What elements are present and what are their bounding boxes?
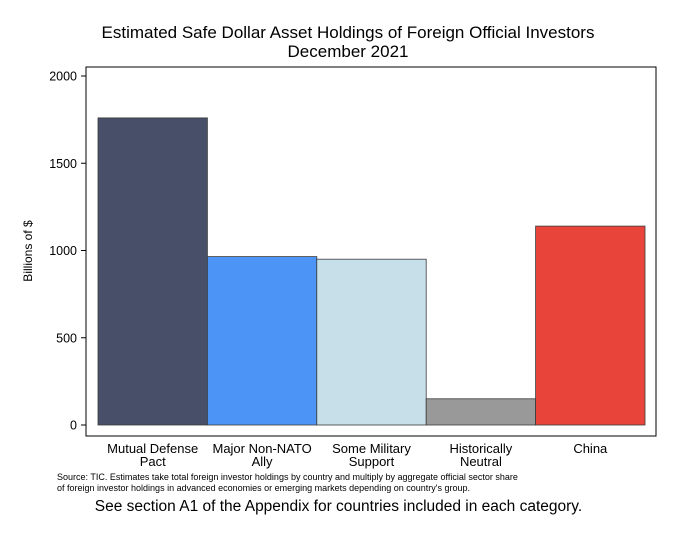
chart-title-line-2: December 2021 [288, 42, 409, 61]
source-note-line-2: of foreign investor holdings in advanced… [57, 483, 470, 493]
x-category-label-line: Some Military [332, 441, 411, 456]
y-tick-label-4: 2000 [49, 70, 77, 84]
x-category-label-line: Major Non-NATO [212, 441, 311, 456]
y-tick-label-2: 1000 [49, 244, 77, 258]
x-category-label-line: Support [349, 454, 395, 469]
y-axis-label: Billions of $ [21, 220, 35, 282]
x-category-label-0: Mutual Defense Pact [107, 441, 198, 469]
source-note-line-1: Source: TIC. Estimates take total foreig… [57, 472, 518, 482]
x-category-label-4: China [573, 441, 608, 456]
bar-3 [425, 398, 537, 426]
x-category-label-line: Historically [449, 441, 512, 456]
x-category-label-line: Pact [140, 454, 166, 469]
y-tick-label-3: 1500 [49, 157, 77, 171]
y-tick-label-1: 500 [56, 331, 77, 345]
x-category-label-3: Historically Neutral [449, 441, 512, 469]
bar-4 [535, 225, 646, 426]
x-category-label-2: Some Military Support [332, 441, 411, 469]
x-category-label-line: Neutral [460, 454, 502, 469]
y-axis: 0 500 1000 1500 2000 [49, 70, 86, 433]
x-category-label-line: China [573, 441, 608, 456]
x-category-label-line: Ally [252, 454, 273, 469]
appendix-note: See section A1 of the Appendix for count… [94, 498, 583, 515]
x-category-label-line: Mutual Defense [107, 441, 198, 456]
bar-2 [316, 258, 427, 426]
plot-area-frame [85, 66, 657, 437]
bar-0 [97, 117, 208, 426]
bars-group [97, 117, 646, 426]
x-axis-labels: Mutual Defense Pact Major Non-NATO Ally Some… [107, 441, 608, 469]
chart-title-line-1: Estimated Safe Dollar Asset Holdings of … [102, 23, 595, 42]
y-tick-label-0: 0 [70, 419, 77, 433]
bar-1 [206, 256, 318, 426]
x-category-label-1: Major Non-NATO Ally [212, 441, 311, 469]
